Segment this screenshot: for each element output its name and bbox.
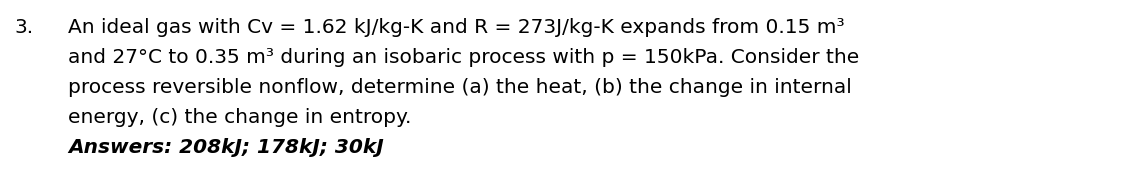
- Text: Answers: 208kJ; 178kJ; 30kJ: Answers: 208kJ; 178kJ; 30kJ: [68, 138, 384, 157]
- Text: process reversible nonflow, determine (a) the heat, (b) the change in internal: process reversible nonflow, determine (a…: [68, 78, 852, 97]
- Text: and 27°C to 0.35 m³ during an isobaric process with p = 150kPa. Consider the: and 27°C to 0.35 m³ during an isobaric p…: [68, 48, 859, 67]
- Text: 3.: 3.: [13, 18, 34, 37]
- Text: An ideal gas with Cv = 1.62 kJ/kg-K and R = 273J/kg-K expands from 0.15 m³: An ideal gas with Cv = 1.62 kJ/kg-K and …: [68, 18, 845, 37]
- Text: energy, (c) the change in entropy.: energy, (c) the change in entropy.: [68, 108, 412, 127]
